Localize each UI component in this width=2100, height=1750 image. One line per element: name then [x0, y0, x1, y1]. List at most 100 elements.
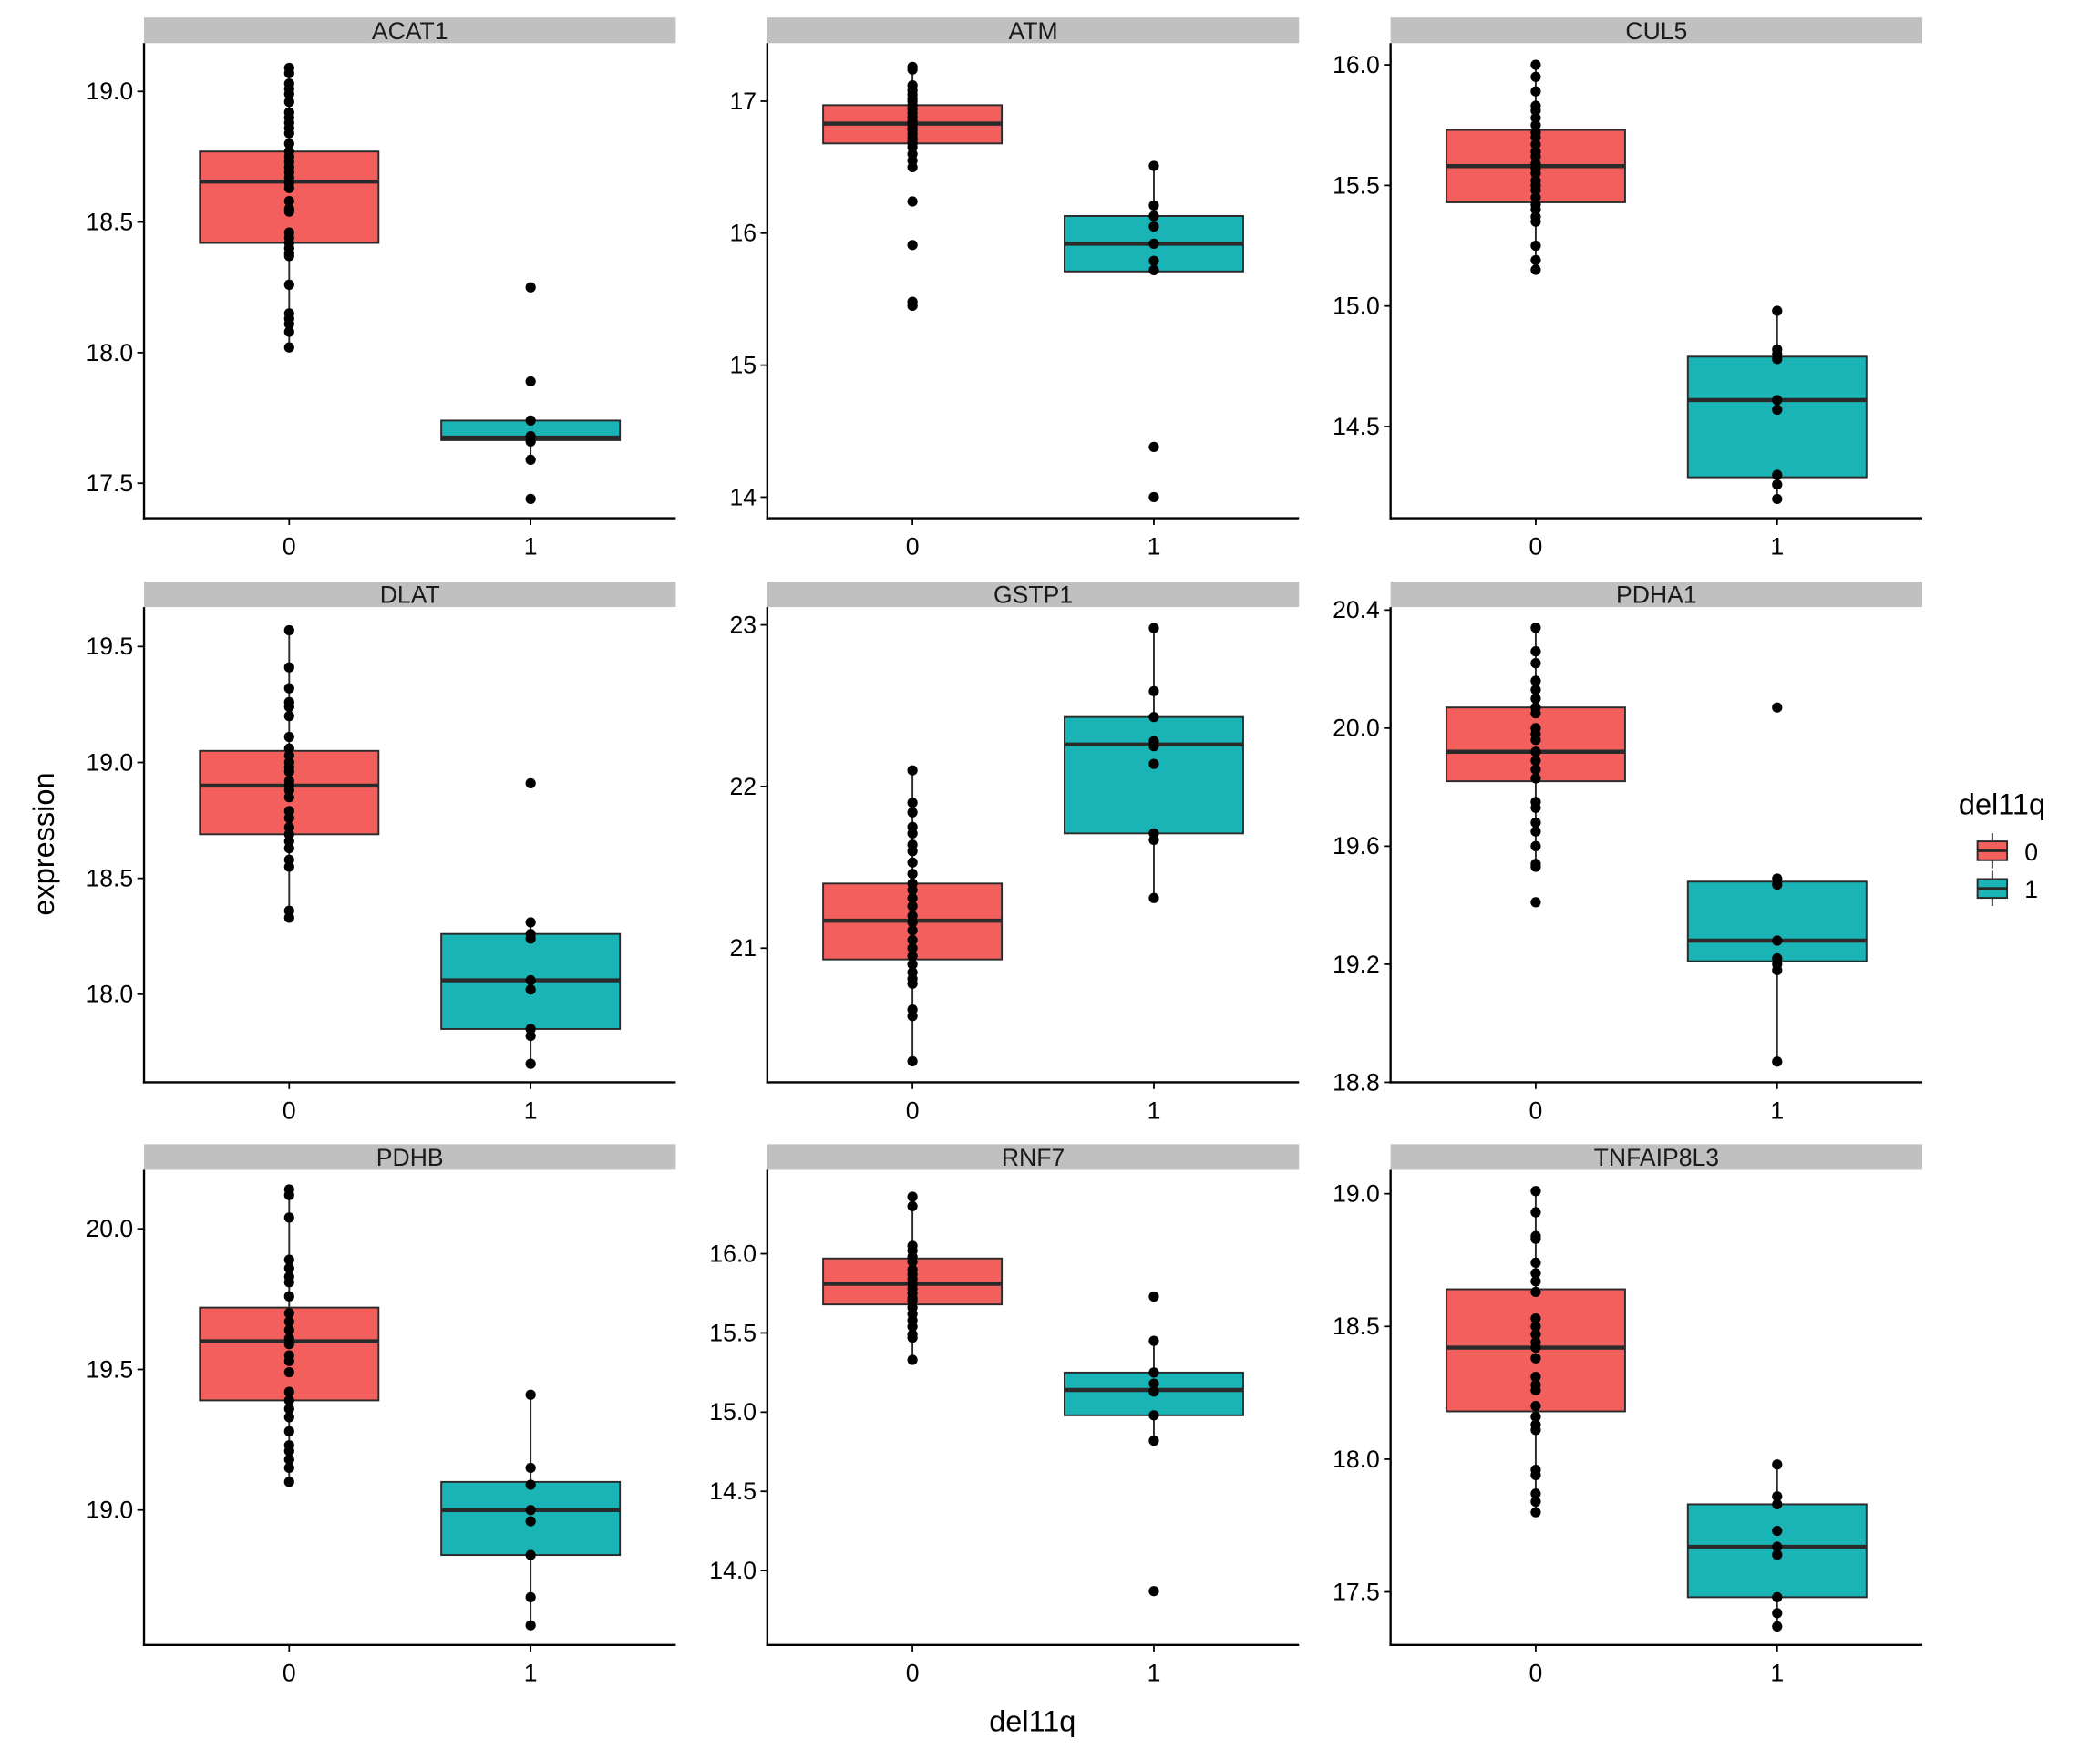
- data-point: [907, 951, 918, 962]
- data-point: [1530, 1372, 1541, 1383]
- data-point: [1530, 112, 1541, 123]
- data-point: [1530, 1276, 1541, 1287]
- y-tick-label: 19.0: [86, 748, 133, 776]
- data-point: [283, 1412, 294, 1423]
- data-point: [1772, 1621, 1783, 1632]
- data-point: [1530, 840, 1541, 852]
- data-point: [1148, 685, 1159, 696]
- data-point: [1530, 71, 1541, 82]
- x-tick-label: 1: [1148, 532, 1161, 560]
- facet-panel-cul5: CUL5 14.5 15.0 15.5 16.0 0 1: [1333, 17, 1923, 560]
- data-point: [1530, 1207, 1541, 1218]
- legend-title: del11q: [1959, 788, 2045, 821]
- data-point: [283, 1308, 294, 1319]
- data-point: [283, 67, 294, 78]
- x-tick-label: 1: [1770, 1096, 1784, 1124]
- data-point: [283, 1262, 294, 1274]
- data-point: [1530, 675, 1541, 686]
- y-axis-title: expression: [27, 772, 60, 915]
- boxplot-group-1: [440, 282, 622, 505]
- data-point: [1530, 86, 1541, 97]
- data-point: [1772, 702, 1783, 713]
- data-point: [1148, 1291, 1159, 1302]
- data-point: [283, 279, 294, 290]
- x-tick-label: 0: [1529, 1660, 1543, 1687]
- data-point: [907, 798, 918, 808]
- data-point: [1530, 817, 1541, 829]
- data-point: [907, 959, 918, 970]
- data-point: [1772, 879, 1783, 890]
- data-point: [1530, 826, 1541, 837]
- data-point: [1530, 119, 1541, 130]
- data-point: [1530, 1401, 1541, 1412]
- data-point: [1530, 1186, 1541, 1197]
- boxplot-group-0: [1445, 623, 1626, 908]
- x-tick-label: 0: [906, 1096, 920, 1124]
- data-point: [1530, 254, 1541, 266]
- y-tick-label: 19.2: [1333, 951, 1380, 978]
- data-point: [1530, 861, 1541, 872]
- data-point: [1530, 1488, 1541, 1499]
- y-tick-label: 19.5: [86, 1355, 133, 1383]
- facet-strip: [767, 17, 1300, 44]
- data-point: [907, 884, 918, 896]
- y-tick-label: 15.5: [1333, 171, 1380, 199]
- data-point: [1148, 892, 1159, 903]
- data-point: [1530, 646, 1541, 657]
- data-point: [283, 1212, 294, 1223]
- boxplot-group-1: [1686, 702, 1868, 1067]
- x-tick-label: 0: [906, 1660, 920, 1687]
- boxplot-group-0: [199, 624, 380, 923]
- data-point: [283, 1277, 294, 1288]
- boxplot-group-0: [1445, 59, 1626, 275]
- data-point: [1148, 834, 1159, 846]
- boxplot-group-0: [822, 1191, 1004, 1365]
- data-point: [1148, 1586, 1159, 1597]
- data-point: [525, 1620, 536, 1631]
- x-tick-label: 1: [1770, 532, 1784, 560]
- y-tick-label: 20.0: [1333, 715, 1380, 742]
- boxplot-group-1: [1063, 1291, 1244, 1597]
- y-tick-label: 19.5: [86, 633, 133, 660]
- boxplot-group-0: [199, 1184, 380, 1488]
- y-tick-label: 20.4: [1333, 596, 1380, 623]
- data-point: [1530, 802, 1541, 813]
- data-point: [283, 1339, 294, 1350]
- facet-strip-label: CUL5: [1625, 17, 1687, 45]
- boxplot-group-0: [822, 61, 1004, 312]
- x-tick-label: 1: [524, 1096, 538, 1124]
- facet-strip-label: RNF7: [1002, 1144, 1065, 1171]
- data-point: [1530, 1411, 1541, 1422]
- data-point: [283, 711, 294, 722]
- data-point: [525, 1058, 536, 1069]
- x-tick-label: 0: [906, 532, 920, 560]
- x-tick-label: 0: [283, 532, 296, 560]
- data-point: [283, 731, 294, 743]
- facet-panel-dlat: DLAT 18.0 18.5 19.0 19.5 0 1: [86, 582, 676, 1124]
- data-point: [907, 1256, 918, 1267]
- data-point: [1530, 773, 1541, 784]
- facet-strip: [144, 582, 676, 608]
- data-point: [283, 1454, 294, 1465]
- data-point: [283, 683, 294, 694]
- facet-strip-label: PDHA1: [1616, 582, 1697, 609]
- data-point: [1530, 755, 1541, 767]
- data-point: [1530, 623, 1541, 633]
- data-point: [525, 436, 536, 447]
- y-tick-label: 17: [729, 88, 757, 115]
- data-point: [1530, 59, 1541, 70]
- facet-strip-label: GSTP1: [993, 582, 1073, 609]
- data-point: [907, 240, 918, 251]
- data-point: [283, 912, 294, 923]
- facet-panel-pdha1: PDHA1 18.8 19.2 19.6 20.0 20.4 0 1: [1333, 582, 1923, 1124]
- data-point: [525, 1505, 536, 1516]
- data-point: [1148, 1367, 1159, 1378]
- data-point: [1148, 255, 1159, 266]
- y-tick-label: 14.0: [709, 1557, 757, 1584]
- y-tick-label: 14: [729, 483, 757, 510]
- data-point: [1772, 1498, 1783, 1510]
- data-point: [1148, 1436, 1159, 1446]
- data-point: [1148, 211, 1159, 221]
- data-point: [1772, 404, 1783, 416]
